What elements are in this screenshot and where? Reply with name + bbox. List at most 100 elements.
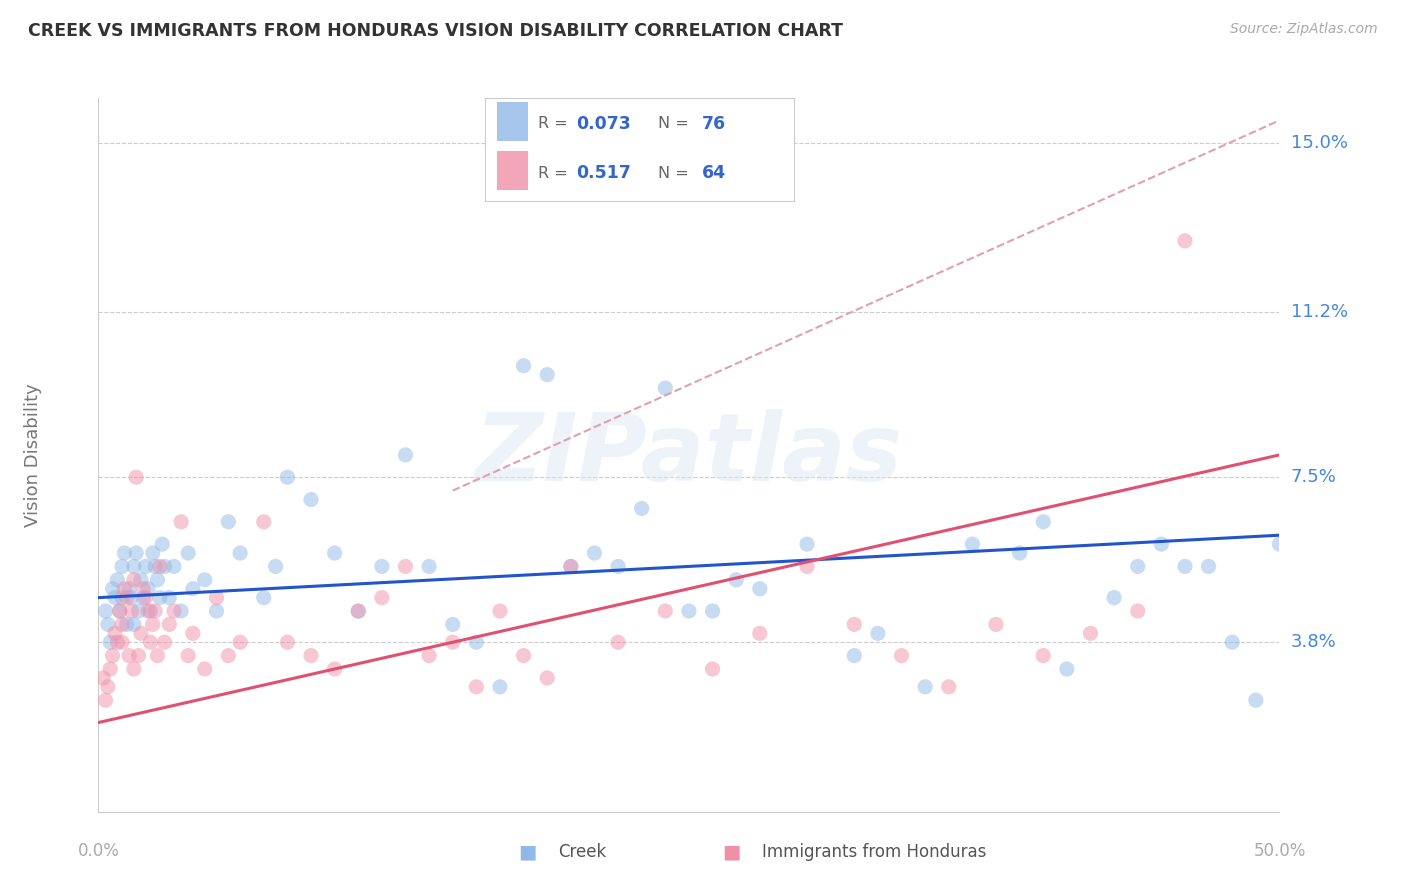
Point bbox=[678, 604, 700, 618]
Point bbox=[1102, 591, 1125, 605]
Text: ZIPatlas: ZIPatlas bbox=[475, 409, 903, 501]
Point bbox=[1126, 604, 1149, 618]
Point bbox=[142, 546, 165, 560]
Point bbox=[111, 617, 134, 632]
Point bbox=[607, 559, 630, 574]
Point bbox=[394, 448, 416, 462]
Point bbox=[143, 559, 166, 574]
Point bbox=[157, 617, 180, 632]
Point bbox=[1032, 515, 1054, 529]
Point bbox=[489, 604, 512, 618]
Point bbox=[371, 591, 394, 605]
Point bbox=[101, 582, 124, 596]
Point bbox=[115, 617, 138, 632]
Point bbox=[111, 591, 134, 605]
Text: Source: ZipAtlas.com: Source: ZipAtlas.com bbox=[1230, 22, 1378, 37]
Point bbox=[122, 559, 145, 574]
Text: Creek: Creek bbox=[558, 843, 606, 861]
Point bbox=[654, 381, 676, 395]
Point bbox=[205, 604, 228, 618]
Point bbox=[1126, 559, 1149, 574]
Point bbox=[1008, 546, 1031, 560]
Point bbox=[914, 680, 936, 694]
Point bbox=[1174, 559, 1197, 574]
Point bbox=[607, 635, 630, 649]
Point bbox=[1080, 626, 1102, 640]
Bar bbox=[498, 152, 529, 190]
Text: N =: N = bbox=[658, 166, 689, 180]
Point bbox=[938, 680, 960, 694]
Point bbox=[142, 617, 165, 632]
Point bbox=[394, 559, 416, 574]
Text: ■: ■ bbox=[721, 842, 741, 862]
Point bbox=[118, 648, 141, 663]
Point bbox=[276, 470, 298, 484]
Point bbox=[132, 591, 155, 605]
Point bbox=[217, 515, 239, 529]
Text: N =: N = bbox=[658, 116, 689, 131]
Point bbox=[149, 559, 172, 574]
Point bbox=[97, 617, 120, 632]
Point bbox=[181, 582, 204, 596]
Point bbox=[299, 648, 322, 663]
Point bbox=[253, 515, 276, 529]
Point bbox=[115, 591, 138, 605]
Point bbox=[630, 501, 652, 516]
Point bbox=[146, 648, 169, 663]
Point bbox=[104, 626, 127, 640]
Point bbox=[136, 582, 159, 596]
Point bbox=[1198, 559, 1220, 574]
Point bbox=[153, 635, 176, 649]
Point bbox=[177, 648, 200, 663]
Point bbox=[135, 591, 157, 605]
Point bbox=[560, 559, 582, 574]
Point bbox=[163, 604, 186, 618]
Point bbox=[748, 582, 770, 596]
Point bbox=[132, 582, 155, 596]
Point bbox=[105, 635, 128, 649]
Point bbox=[583, 546, 606, 560]
Point bbox=[94, 604, 117, 618]
Point bbox=[654, 604, 676, 618]
Point bbox=[194, 573, 217, 587]
Text: 50.0%: 50.0% bbox=[1253, 842, 1306, 860]
Text: Vision Disability: Vision Disability bbox=[24, 383, 42, 527]
Text: 0.073: 0.073 bbox=[576, 115, 631, 133]
Point bbox=[465, 680, 488, 694]
Point bbox=[128, 648, 150, 663]
Text: CREEK VS IMMIGRANTS FROM HONDURAS VISION DISABILITY CORRELATION CHART: CREEK VS IMMIGRANTS FROM HONDURAS VISION… bbox=[28, 22, 844, 40]
Point bbox=[371, 559, 394, 574]
Point bbox=[150, 537, 173, 551]
Point bbox=[441, 617, 464, 632]
Point bbox=[108, 604, 131, 618]
Point bbox=[112, 546, 135, 560]
Point bbox=[253, 591, 276, 605]
Point bbox=[129, 626, 152, 640]
Point bbox=[465, 635, 488, 649]
Point bbox=[177, 546, 200, 560]
Point bbox=[111, 559, 134, 574]
Point bbox=[512, 648, 534, 663]
Text: R =: R = bbox=[537, 166, 568, 180]
Text: 64: 64 bbox=[702, 164, 725, 182]
Point bbox=[94, 693, 117, 707]
Point bbox=[157, 591, 180, 605]
Point bbox=[121, 591, 143, 605]
Text: 7.5%: 7.5% bbox=[1291, 468, 1337, 486]
Point bbox=[418, 648, 440, 663]
Point bbox=[229, 635, 252, 649]
Point bbox=[136, 604, 159, 618]
Point bbox=[98, 662, 121, 676]
Point bbox=[560, 559, 582, 574]
Point bbox=[97, 680, 120, 694]
Point bbox=[139, 635, 162, 649]
Point bbox=[105, 573, 128, 587]
Point bbox=[1150, 537, 1173, 551]
Point bbox=[1032, 648, 1054, 663]
Point bbox=[844, 648, 866, 663]
Point bbox=[170, 604, 193, 618]
Point bbox=[104, 591, 127, 605]
Point bbox=[194, 662, 217, 676]
Point bbox=[121, 604, 143, 618]
Point bbox=[170, 515, 193, 529]
